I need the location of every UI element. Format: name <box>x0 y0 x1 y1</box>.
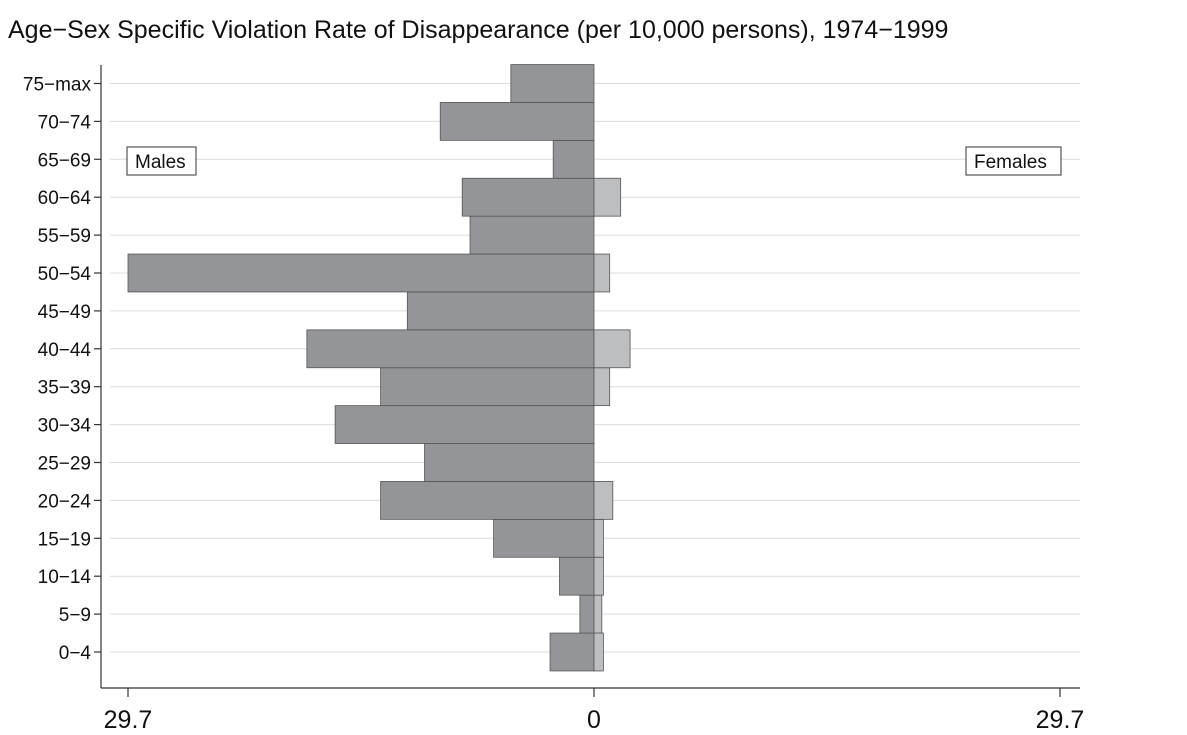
male-bar <box>559 556 595 596</box>
female-bar <box>593 518 604 558</box>
x-tick-label: 29.7 <box>104 706 153 734</box>
y-tick-label: 5−9 <box>59 605 91 626</box>
y-tick-labels: 0−4 5−9 10−14 15−19 20−24 25−29 30−34 35−39 40−4… <box>23 75 92 665</box>
y-tick-label: 0−4 <box>59 643 92 664</box>
y-tick-label: 35−39 <box>38 378 91 399</box>
y-tick-label: 30−34 <box>38 416 92 437</box>
male-bar <box>579 594 595 634</box>
y-tick-label: 15−19 <box>38 529 91 550</box>
x-tick-label: 0 <box>587 706 601 734</box>
y-tick-label: 25−29 <box>38 454 91 475</box>
y-tick-label: 40−44 <box>38 340 92 361</box>
y-tick-label: 65−69 <box>38 150 91 171</box>
female-bar <box>593 329 631 369</box>
legend-males-box <box>126 146 197 176</box>
y-tick-label: 45−49 <box>38 302 91 323</box>
male-bar <box>127 253 595 293</box>
female-bar <box>593 177 622 217</box>
male-bar <box>406 291 595 331</box>
legend-females-box <box>965 146 1062 176</box>
male-bar <box>461 177 595 217</box>
bars <box>127 64 631 672</box>
y-tick-label: 70−74 <box>38 112 92 133</box>
legend-females: Females <box>965 146 1062 176</box>
male-bar <box>380 481 595 520</box>
female-bar <box>593 481 614 520</box>
y-tick-label: 75−max <box>23 75 92 96</box>
y-tick-label: 50−54 <box>38 264 92 285</box>
legend-males-label: Males <box>135 152 186 173</box>
legend-females-label: Females <box>974 152 1047 173</box>
male-bar <box>510 64 595 103</box>
male-bar <box>439 102 595 141</box>
legend-males: Males <box>126 146 197 176</box>
axes <box>94 65 1080 697</box>
male-bar <box>469 215 595 255</box>
x-tick-label: 29.7 <box>1036 706 1085 734</box>
y-tick-label: 20−24 <box>38 491 92 512</box>
male-bar <box>334 405 595 444</box>
female-bar <box>593 594 603 634</box>
male-bar <box>549 632 595 672</box>
y-tick-label: 55−59 <box>38 226 91 247</box>
male-bar <box>380 367 595 407</box>
x-tick-labels: 29.7 0 29.7 <box>104 706 1085 734</box>
male-bar <box>493 518 595 558</box>
male-bar <box>306 329 595 369</box>
female-bar <box>593 253 611 293</box>
y-tick-label: 60−64 <box>38 188 92 209</box>
chart-title: Age−Sex Specific Violation Rate of Disap… <box>8 16 948 44</box>
male-bar <box>552 139 595 179</box>
male-bar <box>424 443 595 482</box>
y-tick-label: 10−14 <box>38 567 92 588</box>
female-bar <box>593 556 604 596</box>
female-bar <box>593 367 611 407</box>
female-bar <box>593 632 604 672</box>
